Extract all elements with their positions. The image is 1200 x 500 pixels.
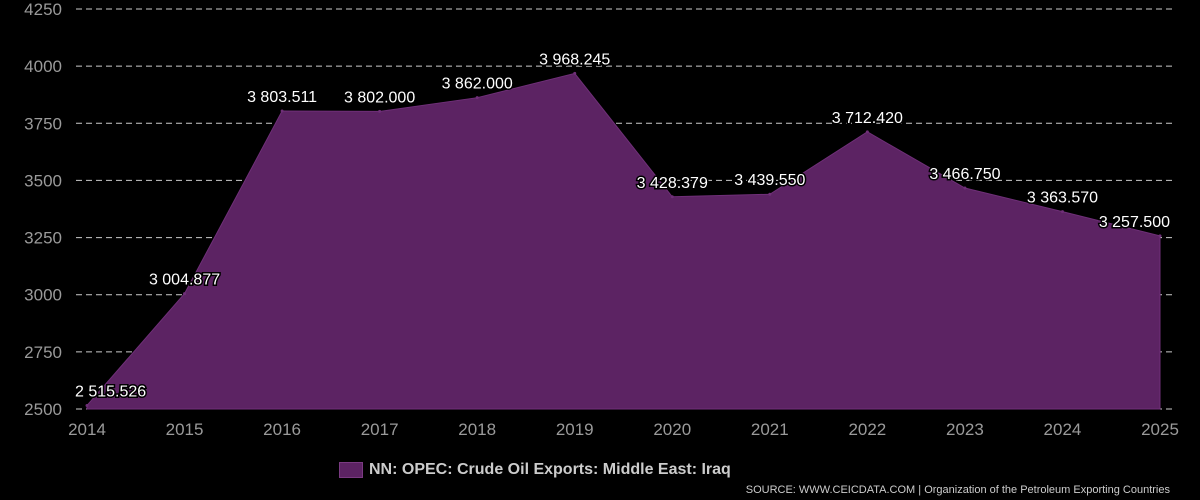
x-tick-label: 2020 — [653, 420, 691, 439]
x-tick-label: 2022 — [848, 420, 886, 439]
data-label: 3 803.511 — [247, 89, 317, 106]
data-point — [963, 186, 967, 190]
data-point — [280, 109, 284, 113]
data-label: 3 466.750 — [929, 166, 1000, 183]
legend: NN: OPEC: Crude Oil Exports: Middle East… — [339, 461, 731, 479]
y-tick-label: 3250 — [24, 229, 62, 248]
y-tick-label: 3500 — [24, 171, 62, 190]
legend-label: NN: OPEC: Crude Oil Exports: Middle East… — [369, 461, 731, 478]
y-tick-label: 4000 — [24, 57, 62, 76]
x-tick-label: 2024 — [1044, 420, 1082, 439]
y-tick-label: 2500 — [24, 400, 62, 419]
data-point — [670, 195, 674, 199]
data-point — [85, 403, 89, 407]
data-point — [378, 109, 382, 113]
y-tick-label: 3000 — [24, 286, 62, 305]
data-label: 3 004.877 — [149, 272, 220, 289]
y-tick-label: 2750 — [24, 343, 62, 362]
data-point — [1158, 234, 1162, 238]
data-label: 3 712.420 — [832, 110, 903, 127]
data-label: 3 363.570 — [1027, 190, 1098, 207]
source-note: SOURCE: WWW.CEICDATA.COM | Organization … — [745, 484, 1170, 496]
data-label: 2 515.526 — [75, 383, 146, 400]
data-label: 3 428.379 — [637, 175, 708, 192]
y-axis-tick-labels: 2500 2750 3000 3250 3500 3750 4000 4250 — [24, 0, 62, 419]
y-tick-label: 4250 — [24, 0, 62, 19]
legend-swatch — [339, 462, 363, 478]
data-point — [865, 130, 869, 134]
x-tick-label: 2016 — [263, 420, 301, 439]
series-area — [85, 71, 1162, 410]
data-label: 3 862.000 — [442, 76, 513, 93]
data-label: 3 802.000 — [344, 89, 415, 106]
x-tick-label: 2019 — [556, 420, 594, 439]
x-tick-label: 2014 — [68, 420, 106, 439]
x-tick-label: 2018 — [458, 420, 496, 439]
x-tick-label: 2023 — [946, 420, 984, 439]
data-labels: 2 515.526 3 004.877 3 803.511 3 802.000 3 86… — [74, 50, 1172, 402]
x-tick-label: 2021 — [751, 420, 789, 439]
x-tick-label: 2017 — [361, 420, 399, 439]
data-point — [768, 192, 772, 196]
data-point — [183, 292, 187, 296]
data-point — [475, 96, 479, 100]
data-label: 3 257.500 — [1099, 214, 1170, 231]
data-point — [1060, 210, 1064, 214]
y-tick-label: 3750 — [24, 114, 62, 133]
data-point — [573, 71, 577, 75]
data-label: 3 439.550 — [734, 172, 805, 189]
x-tick-label: 2025 — [1141, 420, 1179, 439]
x-tick-label: 2015 — [166, 420, 204, 439]
x-axis-tick-labels: 2014 2015 2016 2017 2018 2019 2020 2021 2022 2023… — [68, 420, 1179, 439]
data-label: 3 968.245 — [539, 51, 610, 68]
